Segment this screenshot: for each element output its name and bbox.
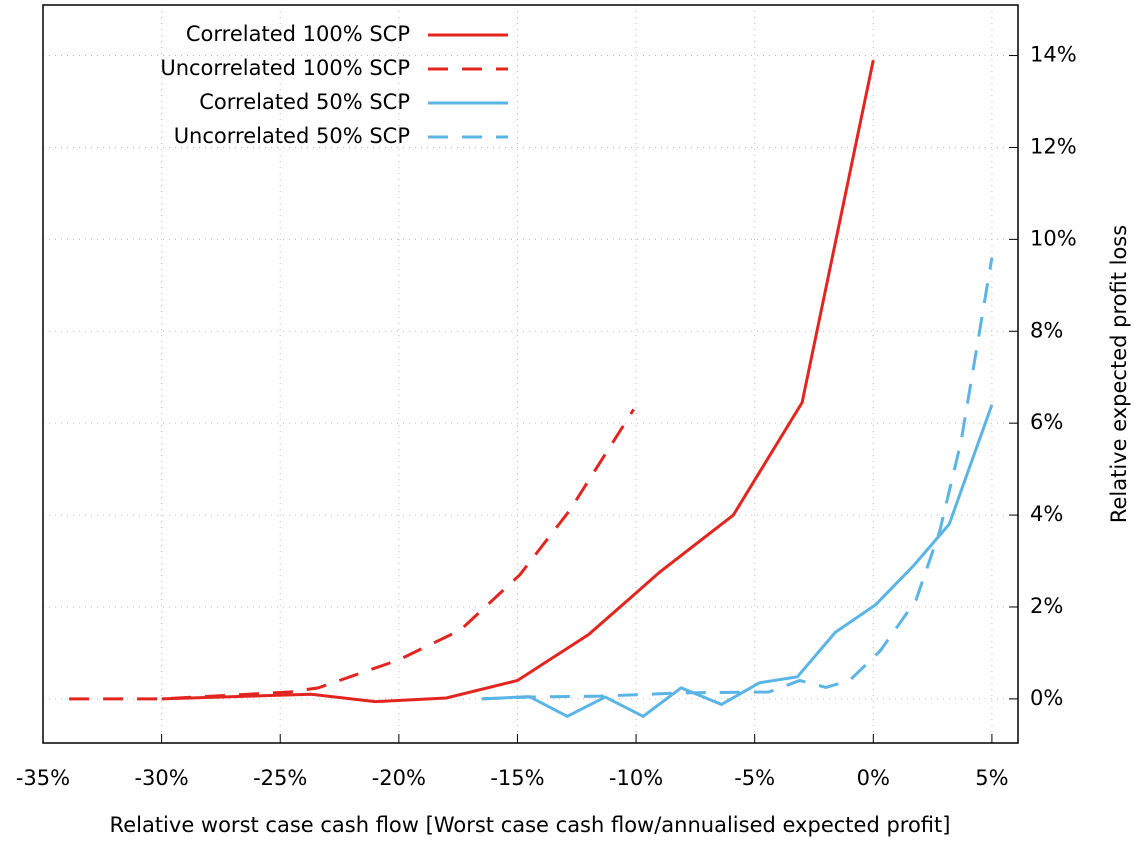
legend-label: Correlated 100% SCP xyxy=(186,22,410,46)
y-tick-label: 4% xyxy=(1030,502,1063,526)
x-tick-label: 0% xyxy=(857,766,890,790)
x-tick-label: -35% xyxy=(16,766,70,790)
y-tick-label: 6% xyxy=(1030,410,1063,434)
legend-label: Uncorrelated 50% SCP xyxy=(174,124,410,148)
y-tick-label: 14% xyxy=(1030,43,1077,67)
y-axis-label: Relative expected profit loss xyxy=(1107,225,1131,523)
x-axis-label: Relative worst case cash flow [Worst cas… xyxy=(110,813,951,837)
x-tick-label: -25% xyxy=(253,766,307,790)
y-tick-label: 8% xyxy=(1030,318,1063,342)
y-tick-label: 0% xyxy=(1030,686,1063,710)
legend-label: Uncorrelated 100% SCP xyxy=(160,56,410,80)
y-tick-label: 10% xyxy=(1030,226,1077,250)
legend-label: Correlated 50% SCP xyxy=(199,90,410,114)
series-line xyxy=(481,404,994,719)
x-tick-label: -15% xyxy=(490,766,544,790)
y-tick-label: 2% xyxy=(1030,594,1063,618)
x-tick-label: -10% xyxy=(609,766,663,790)
x-tick-label: -5% xyxy=(734,766,775,790)
series-line xyxy=(481,257,994,701)
y-tick-label: 12% xyxy=(1030,134,1077,158)
x-tick-label: -30% xyxy=(134,766,188,790)
series-line xyxy=(161,59,875,704)
x-tick-label: -20% xyxy=(372,766,426,790)
x-tick-label: 5% xyxy=(975,766,1008,790)
plot-frame xyxy=(42,4,1019,744)
